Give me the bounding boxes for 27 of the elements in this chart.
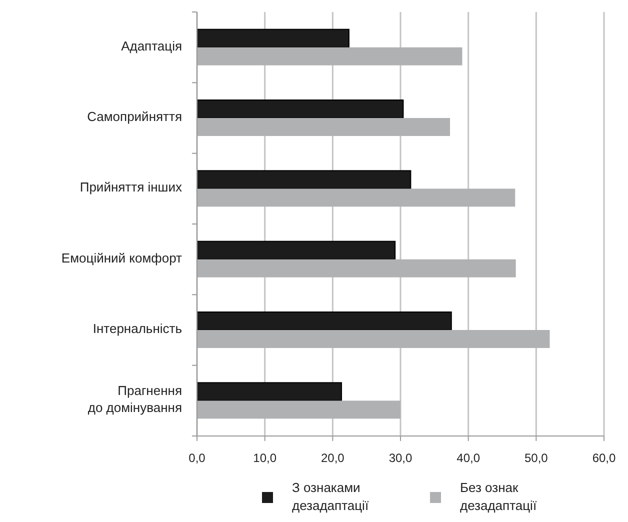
bar [196, 28, 350, 48]
bar [196, 240, 396, 260]
y-tick-label: Емоційний комфорт [61, 250, 182, 266]
legend-label: Без ознак дезадаптації [460, 480, 537, 514]
bar [197, 330, 550, 348]
y-tick-label: Прагнення до домінування [88, 384, 182, 416]
x-tick-label: 60,0 [592, 451, 616, 465]
x-tick-label: 50,0 [524, 451, 548, 465]
bar [196, 170, 412, 190]
bar [197, 400, 400, 419]
bar [197, 47, 462, 66]
bar [196, 100, 404, 118]
bar [196, 312, 452, 330]
x-tick-label: 0,0 [188, 451, 206, 465]
bar [197, 118, 450, 136]
x-tick-label: 30,0 [388, 451, 412, 465]
y-tick-label: Самоприйняття [87, 109, 182, 124]
x-tick-label: 10,0 [253, 451, 277, 465]
bar [197, 259, 516, 278]
legend-label: З ознаками дезадаптації [292, 480, 369, 514]
y-tick-label: Прийняття інших [80, 180, 182, 196]
bar [196, 382, 342, 402]
y-tick-label: Адаптація [121, 38, 182, 54]
bar [197, 188, 516, 207]
x-tick-label: 20,0 [320, 451, 345, 465]
x-tick-label: 40,0 [456, 451, 480, 465]
y-tick-label: Інтернальність [92, 321, 182, 336]
